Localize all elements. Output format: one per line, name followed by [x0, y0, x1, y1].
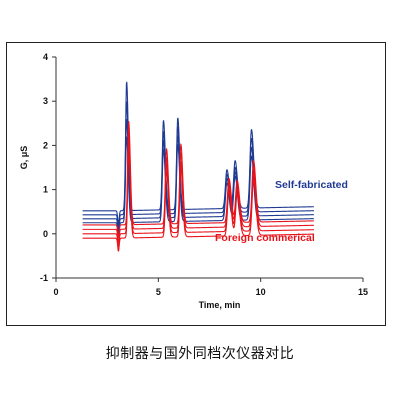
axes-layer	[52, 56, 364, 282]
series-line-3	[82, 118, 315, 233]
y-tick-label: 3	[43, 96, 48, 106]
y-tick-label: 0	[43, 229, 48, 239]
y-tick-label: 1	[43, 185, 48, 195]
series-line-7	[82, 143, 315, 248]
series-line-6	[82, 132, 315, 243]
series-line-8	[82, 154, 315, 252]
x-tick-label: 10	[256, 287, 266, 297]
x-axis-title: Time, min	[199, 300, 241, 310]
x-tick-label: 5	[156, 287, 161, 297]
y-tick-label: 4	[43, 52, 48, 62]
figure-caption: 抑制器与国外同档次仪器对比	[105, 346, 295, 362]
series-line-1	[82, 81, 315, 225]
series-line-5	[82, 121, 315, 239]
y-axis-title: G, μS	[19, 146, 29, 170]
y-tick-label: 2	[43, 140, 48, 150]
series-line-2	[82, 101, 315, 229]
annotation-foreign-commerical: Foreign commerical	[215, 232, 315, 244]
annotation-self-fabricated: Self-fabricated	[275, 179, 348, 191]
chromatogram-chart: -1 0 1 2 3 4 0 5 10 15 Time, min G, μS Self-fabricat…	[19, 52, 368, 310]
series-layer	[82, 81, 315, 252]
x-tick-label: 0	[53, 287, 58, 297]
chart-frame: -1 0 1 2 3 4 0 5 10 15 Time, min G, μS Self-fabricat…	[6, 42, 386, 326]
x-tick-label: 15	[358, 287, 368, 297]
text-layer: -1 0 1 2 3 4 0 5 10 15 Time, min G, μS Self-fabricat…	[19, 52, 368, 310]
y-tick-label: -1	[40, 273, 48, 283]
series-line-4	[82, 136, 315, 236]
